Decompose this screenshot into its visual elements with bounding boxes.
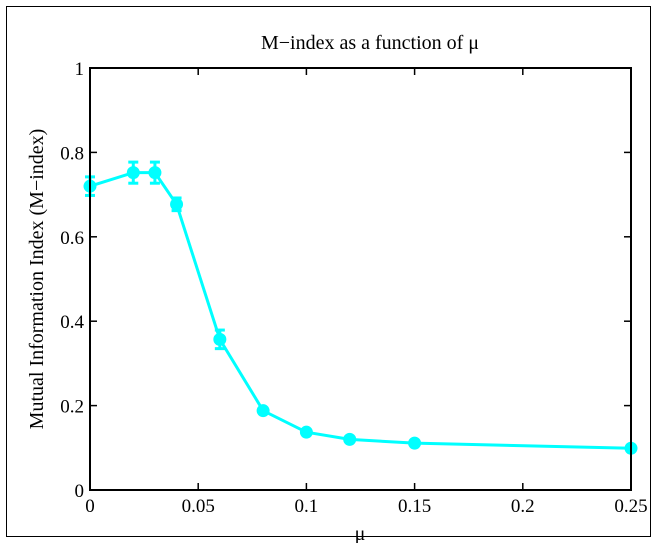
data-point bbox=[126, 166, 140, 180]
y-axis-label: Mutual Information Index (M−index) bbox=[26, 129, 48, 430]
data-point bbox=[213, 332, 227, 346]
x-tick-label: 0.25 bbox=[614, 496, 647, 517]
y-tick-label: 0.6 bbox=[60, 228, 84, 249]
data-point bbox=[148, 166, 162, 180]
x-tick-label: 0 bbox=[85, 496, 95, 517]
x-tick-label: 0.2 bbox=[511, 496, 535, 517]
y-tick-label: 0.8 bbox=[60, 143, 84, 164]
x-tick-label: 0.05 bbox=[182, 496, 215, 517]
y-tick-label: 0.4 bbox=[60, 312, 84, 333]
chart-title: M−index as a function of μ bbox=[261, 32, 479, 54]
x-tick-label: 0.1 bbox=[295, 496, 319, 517]
x-tick-label: 0.15 bbox=[398, 496, 431, 517]
data-point bbox=[299, 425, 313, 439]
y-tick-label: 1 bbox=[75, 59, 85, 80]
data-point bbox=[408, 436, 422, 450]
series-layer bbox=[83, 160, 638, 455]
data-point bbox=[170, 197, 184, 211]
y-tick-label: 0 bbox=[75, 481, 85, 502]
series-line bbox=[89, 171, 632, 450]
data-point bbox=[343, 432, 357, 446]
data-point bbox=[256, 404, 270, 418]
x-axis-label: μ bbox=[355, 523, 366, 543]
y-tick-label: 0.2 bbox=[60, 397, 84, 418]
plot-area-border bbox=[89, 67, 632, 491]
figure-frame bbox=[6, 6, 651, 537]
ticks-layer: 0 0.05 0.1 0.15 0.2 0.25 0 0.2 0.4 0.6 0.8 1 bbox=[60, 59, 647, 517]
